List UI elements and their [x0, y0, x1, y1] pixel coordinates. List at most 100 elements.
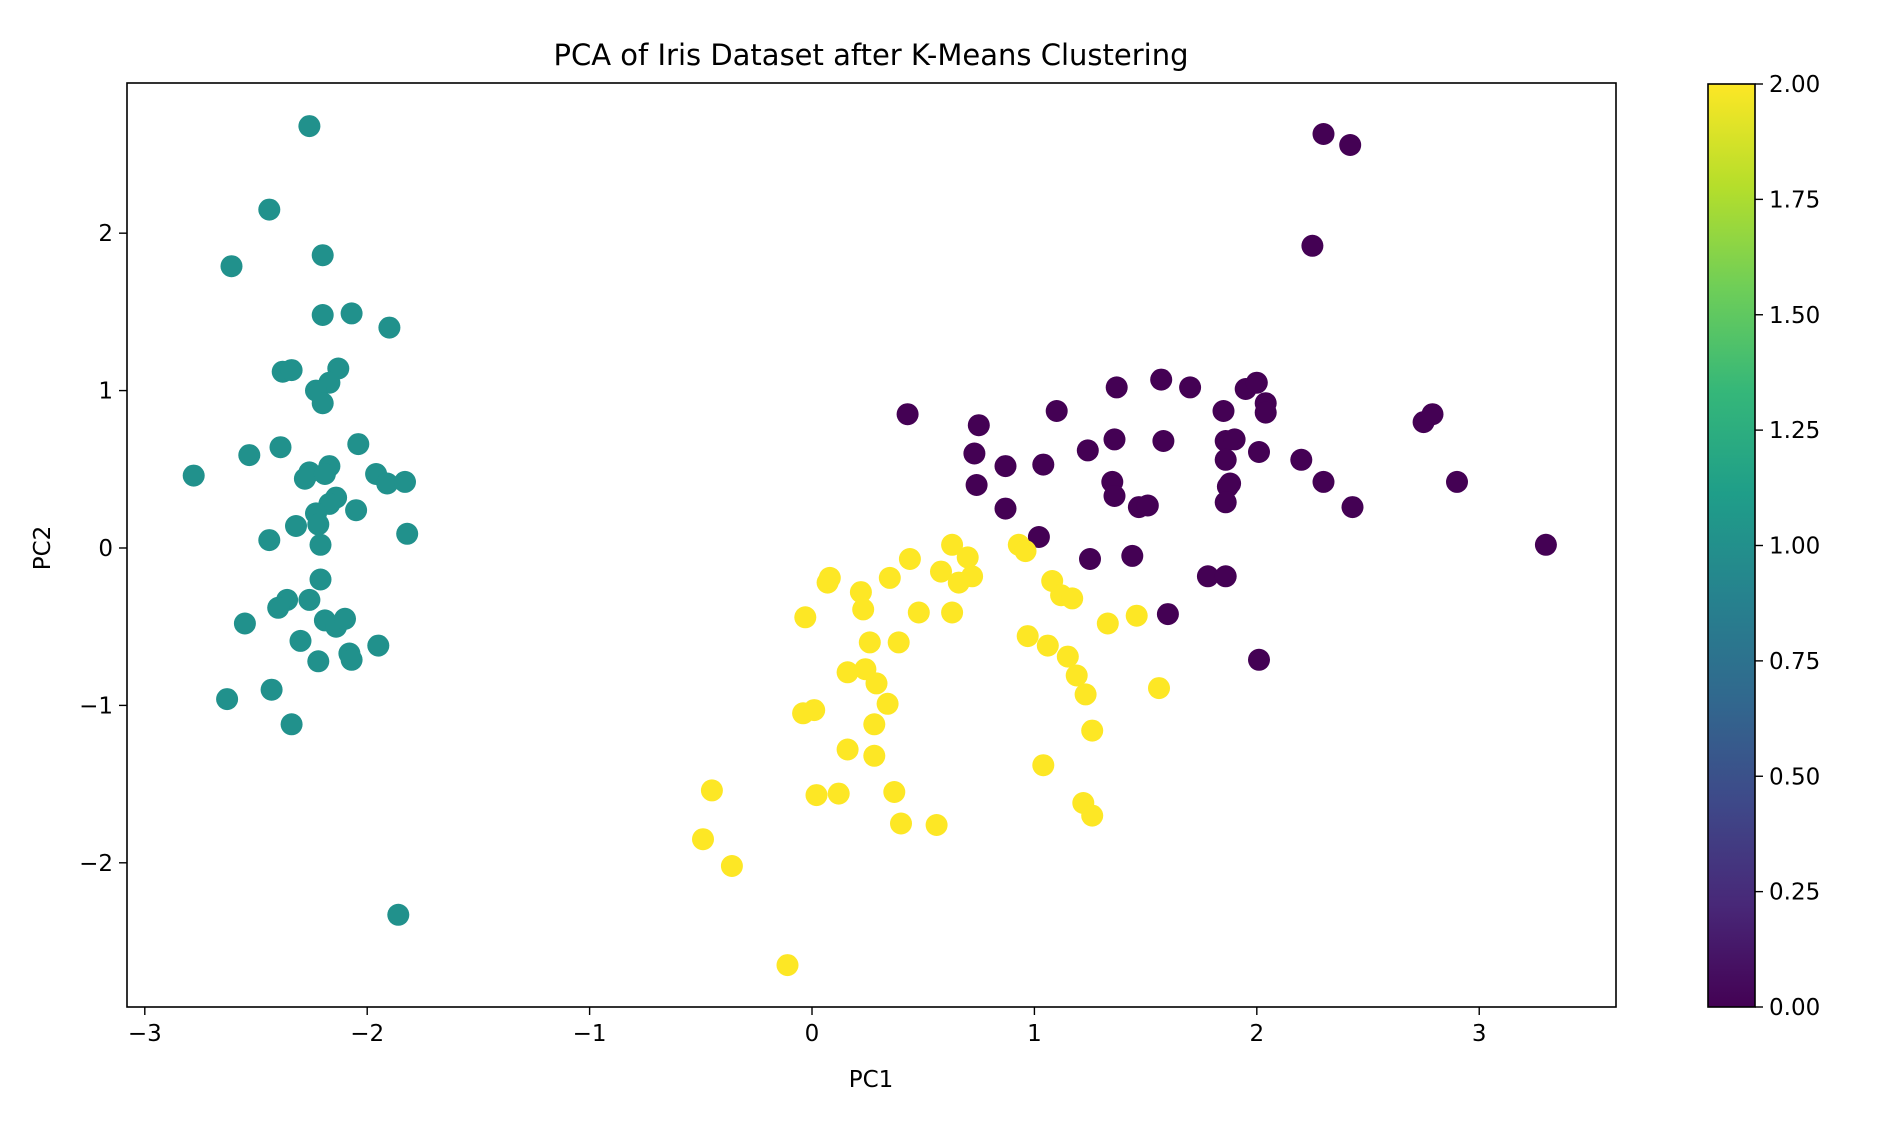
data-point	[805, 784, 828, 807]
data-point	[1105, 376, 1128, 399]
chart-title: PCA of Iris Dataset after K-Means Cluste…	[554, 38, 1189, 72]
data-point	[220, 255, 243, 278]
colorbar-tick-label: 1.75	[1769, 187, 1820, 213]
x-tick-label: −2	[350, 1021, 384, 1047]
data-point	[1214, 448, 1237, 471]
colorbar-tick-label: 1.50	[1769, 303, 1820, 329]
x-tick-label: −1	[573, 1021, 607, 1047]
data-point	[1214, 491, 1237, 514]
data-point	[1032, 754, 1055, 777]
data-point	[1081, 719, 1104, 742]
y-tick-label: −1	[79, 693, 113, 719]
data-point	[1076, 439, 1099, 462]
data-point	[967, 414, 990, 437]
data-point	[1196, 565, 1219, 588]
data-point	[1223, 428, 1246, 451]
data-point	[345, 499, 368, 522]
colorbar-tick-label: 1.25	[1769, 418, 1820, 444]
x-tick-label: 0	[805, 1021, 820, 1047]
data-point	[858, 631, 881, 654]
axes-frame	[126, 82, 1617, 1008]
data-point	[1248, 648, 1270, 671]
data-point	[1121, 544, 1144, 567]
data-point	[298, 588, 321, 611]
data-point	[852, 598, 875, 621]
colorbar-tick-label: 0.50	[1769, 764, 1820, 790]
data-point	[1245, 371, 1268, 394]
data-point	[340, 648, 363, 671]
y-tick-label: 2	[98, 221, 113, 247]
data-point	[896, 403, 919, 426]
data-point	[930, 560, 952, 583]
data-point	[1150, 368, 1173, 391]
data-point	[1312, 123, 1335, 145]
x-tick-label: 2	[1249, 1021, 1264, 1047]
data-point	[1027, 526, 1050, 548]
data-point	[1074, 683, 1097, 706]
data-point	[267, 596, 290, 619]
colorbar-tick-label: 1.00	[1769, 534, 1820, 560]
y-tick-label: −2	[79, 851, 113, 877]
y-axis-label: PC2	[30, 526, 56, 571]
data-point	[367, 634, 390, 657]
data-point	[1125, 604, 1148, 627]
data-point	[887, 631, 910, 654]
data-point	[965, 474, 988, 496]
data-point	[865, 672, 888, 695]
data-point	[1079, 548, 1101, 570]
x-axis: −3 −2 −1 0 1 2 3	[128, 1007, 1487, 1047]
data-point	[1103, 485, 1126, 507]
data-point	[334, 607, 356, 630]
data-point	[692, 828, 714, 851]
y-tick-label: 0	[98, 536, 113, 562]
data-point	[720, 855, 743, 877]
data-point	[280, 713, 303, 736]
data-point	[396, 522, 419, 545]
colorbar-tick-label: 2.00	[1769, 72, 1820, 98]
data-point	[849, 581, 872, 604]
data-point	[347, 433, 370, 456]
data-point	[1179, 376, 1202, 399]
data-point	[238, 444, 261, 467]
data-point	[258, 198, 281, 221]
data-point	[311, 304, 334, 326]
data-point	[827, 782, 850, 805]
data-point	[836, 661, 859, 684]
data-point	[1065, 664, 1088, 687]
colorbar-tick-label: 0.00	[1769, 995, 1820, 1021]
data-point	[794, 606, 817, 629]
data-point	[311, 392, 334, 415]
data-point	[1061, 587, 1084, 610]
data-point	[836, 738, 859, 761]
data-point	[994, 455, 1017, 478]
data-point	[285, 515, 307, 537]
x-tick-label: 3	[1472, 1021, 1487, 1047]
data-point	[182, 464, 205, 487]
data-point	[776, 954, 799, 977]
data-point	[1036, 634, 1059, 657]
data-point	[1214, 565, 1237, 588]
data-point	[1534, 533, 1557, 556]
data-point	[1248, 441, 1270, 463]
data-point	[1212, 400, 1235, 422]
data-point	[898, 548, 921, 570]
data-point	[307, 513, 330, 536]
data-point	[1032, 453, 1055, 476]
data-point	[1096, 612, 1119, 635]
data-point	[890, 812, 912, 835]
data-point	[311, 244, 334, 267]
data-point	[1301, 234, 1324, 257]
data-point	[863, 744, 886, 767]
data-point	[280, 359, 303, 382]
data-point	[309, 568, 332, 591]
data-point	[1148, 677, 1170, 700]
data-point	[1421, 403, 1444, 426]
data-point	[387, 903, 410, 926]
data-point	[1014, 540, 1037, 563]
data-point	[1136, 494, 1159, 517]
data-point	[1312, 470, 1335, 493]
data-point	[289, 629, 312, 652]
data-point	[963, 442, 986, 465]
